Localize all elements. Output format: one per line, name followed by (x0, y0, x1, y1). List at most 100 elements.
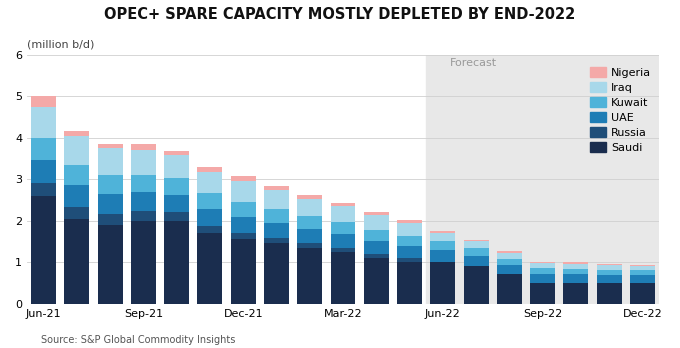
Bar (31, 106, 56, 138)
Bar (530, 268, 555, 275)
Bar (426, 55, 659, 303)
Bar (464, 256, 488, 266)
Bar (98, 144, 122, 149)
Bar (164, 221, 189, 303)
Bar (596, 275, 622, 283)
Bar (231, 181, 256, 201)
Bar (330, 203, 356, 206)
Bar (464, 240, 488, 241)
Bar (297, 229, 322, 243)
Text: OPEC+ SPARE CAPACITY MOSTLY DEPLETED BY END-2022: OPEC+ SPARE CAPACITY MOSTLY DEPLETED BY … (104, 7, 576, 22)
Bar (530, 262, 555, 263)
Bar (563, 269, 588, 275)
Bar (98, 214, 122, 225)
Bar (497, 251, 522, 253)
Bar (430, 262, 455, 303)
Bar (330, 252, 356, 303)
Bar (364, 254, 389, 258)
Bar (231, 176, 256, 181)
Bar (497, 266, 522, 275)
Bar (397, 220, 422, 223)
Bar (264, 223, 289, 238)
Bar (65, 132, 89, 136)
Bar (65, 219, 89, 303)
Bar (497, 253, 522, 259)
Bar (65, 136, 89, 165)
Bar (31, 96, 56, 106)
Bar (430, 231, 455, 233)
Bar (231, 233, 256, 239)
Bar (131, 221, 156, 303)
Bar (31, 138, 56, 160)
Text: Forecast: Forecast (449, 58, 496, 68)
Bar (31, 160, 56, 183)
Bar (131, 211, 156, 221)
Bar (630, 270, 655, 275)
Bar (497, 259, 522, 266)
Bar (364, 215, 389, 230)
Bar (197, 209, 222, 226)
Legend: Nigeria, Iraq, Kuwait, UAE, Russia, Saudi: Nigeria, Iraq, Kuwait, UAE, Russia, Saud… (588, 65, 653, 156)
Bar (364, 258, 389, 303)
Bar (297, 247, 322, 303)
Bar (596, 264, 622, 265)
Bar (530, 263, 555, 268)
Bar (231, 201, 256, 217)
Bar (596, 270, 622, 275)
Bar (330, 234, 356, 247)
Bar (330, 222, 356, 234)
Bar (630, 266, 655, 270)
Bar (197, 167, 222, 172)
Bar (98, 175, 122, 195)
Bar (397, 258, 422, 262)
Bar (297, 243, 322, 247)
Bar (264, 209, 289, 223)
Bar (330, 247, 356, 252)
Bar (563, 275, 588, 283)
Bar (596, 283, 622, 303)
Bar (364, 241, 389, 254)
Bar (197, 226, 222, 233)
Bar (131, 175, 156, 192)
Bar (98, 149, 122, 175)
Bar (397, 236, 422, 246)
Bar (197, 193, 222, 209)
Bar (464, 248, 488, 256)
Bar (31, 196, 56, 303)
Bar (430, 251, 455, 262)
Bar (297, 199, 322, 216)
Bar (65, 207, 89, 219)
Bar (164, 212, 189, 221)
Bar (98, 225, 122, 303)
Bar (131, 144, 156, 150)
Bar (630, 275, 655, 283)
Bar (364, 212, 389, 215)
Bar (264, 190, 289, 209)
Bar (430, 233, 455, 241)
Bar (430, 241, 455, 251)
Bar (630, 283, 655, 303)
Bar (497, 275, 522, 303)
Bar (397, 246, 422, 258)
Text: (million b/d): (million b/d) (27, 40, 95, 50)
Bar (297, 195, 322, 199)
Bar (164, 156, 189, 178)
Bar (530, 283, 555, 303)
Bar (397, 262, 422, 303)
Bar (164, 150, 189, 156)
Bar (264, 243, 289, 303)
Bar (563, 264, 588, 269)
Bar (563, 283, 588, 303)
Bar (630, 265, 655, 266)
Bar (330, 206, 356, 222)
Bar (131, 192, 156, 211)
Bar (231, 239, 256, 303)
Bar (164, 195, 189, 212)
Bar (297, 216, 322, 229)
Bar (65, 185, 89, 207)
Bar (164, 178, 189, 195)
Bar (563, 262, 588, 264)
Bar (530, 275, 555, 283)
Bar (464, 266, 488, 303)
Bar (596, 265, 622, 270)
